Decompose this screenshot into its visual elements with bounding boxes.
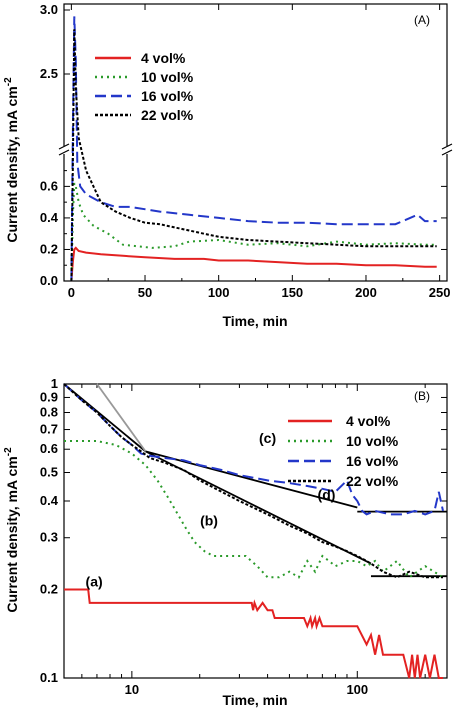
panel-a-y-tick-label: 0.0: [40, 273, 58, 288]
panel-a-legend: 4 vol% 10 vol% 16 vol% 22 vol%: [95, 50, 194, 123]
panel-a-axis-break-mark: [58, 149, 70, 156]
panel-b-y-tick-label: 0.9: [40, 389, 58, 404]
legend-label-10-vol: 10 vol%: [346, 433, 399, 449]
panel-a-y-axis-label: Current density, mA cm-2: [3, 77, 20, 243]
panel-a-axis-break-mark: [58, 143, 70, 150]
panel-a-axis-break-mark: [441, 143, 453, 150]
series-line-22-vol: [70, 29, 437, 282]
panel-b-y-tick-label: 0.4: [40, 493, 59, 508]
panel-a-x-tick-label: 50: [138, 285, 152, 300]
panel-b-y-axis-label-main: Current density, mA cm: [4, 456, 20, 612]
legend-label-16-vol: 16 vol%: [141, 88, 194, 104]
panel-b-ticks: 10 100 0.1 0.2 0.3 0.4 0.5 0.6 0.7 0.80.91: [40, 376, 447, 697]
panel-a-axis-break-gap: [61, 146, 67, 154]
panel-a-axis-break-mark: [441, 149, 453, 156]
panel-b-label: (B): [414, 389, 430, 403]
annotation-a: (a): [86, 573, 103, 589]
panel-b-frame: [63, 383, 448, 679]
panel-b-legend: 4 vol% 10 vol% 16 vol% 22 vol%: [288, 413, 399, 489]
series-line-16-vol: [70, 16, 437, 282]
panel-b-x-axis-label: Time, min: [222, 692, 287, 708]
panel-b-annotations: (a) (b) (c) (d): [86, 430, 336, 589]
panel-b-y-tick-label: 0.3: [40, 530, 58, 545]
panel-a-axis-break-gap: [444, 146, 450, 154]
series-line-10-vol: [70, 182, 437, 282]
legend-label-16-vol: 16 vol%: [346, 453, 399, 469]
panel-a-y-tick-label: 0.6: [40, 178, 58, 193]
panel-a-x-tick-label: 250: [429, 285, 451, 300]
panel-a-y-axis-label-main: Current density, mA cm: [4, 86, 20, 242]
panel-b-y-tick-label: 0.2: [40, 581, 58, 596]
panel-a-label: (A): [414, 13, 430, 27]
series-line-4-vol: [70, 246, 437, 282]
panel-a: (A) Time, min Current density, mA cm-2 0…: [3, 2, 453, 329]
fit-line: [96, 383, 147, 452]
panel-b-y-tick-label: 0.7: [40, 422, 58, 437]
panel-b-y-tick-label: 0.8: [40, 404, 58, 419]
panel-a-x-axis-label: Time, min: [222, 313, 287, 329]
series-line-22-vol: [63, 383, 443, 579]
panel-a-series: [70, 16, 437, 282]
panel-a-y-tick-label: 0.4: [40, 210, 59, 225]
panel-b-y-axis-label-sup: -2: [3, 447, 14, 456]
annotation-c: (c): [259, 430, 276, 446]
legend-label-10-vol: 10 vol%: [141, 69, 194, 85]
series-line-16-vol: [63, 383, 444, 516]
annotation-b: (b): [200, 513, 218, 529]
panel-b-x-tick-label: 10: [125, 682, 139, 697]
panel-b-y-tick-label: 0.6: [40, 441, 58, 456]
panel-a-x-tick-label: 100: [208, 285, 230, 300]
panel-a-x-tick-label: 0: [68, 285, 75, 300]
annotation-d: (d): [318, 486, 336, 502]
panel-b-y-axis-label: Current density, mA cm-2: [3, 447, 20, 613]
legend-label-4-vol: 4 vol%: [346, 413, 391, 429]
panel-a-ticks: 0 50 100 150 200 250 0.0 0.2 0.4 0.6 2.5 3.0: [40, 2, 453, 300]
series-line-10-vol: [64, 440, 444, 579]
panel-a-x-tick-label: 200: [355, 285, 377, 300]
panel-a-y-axis-label-sup: -2: [3, 77, 14, 86]
panel-a-y-tick-label-upper: 3.0: [40, 2, 58, 17]
legend-label-4-vol: 4 vol%: [141, 50, 186, 66]
panel-a-x-tick-label: 150: [281, 285, 303, 300]
series-line-4-vol: [64, 588, 443, 679]
panel-b: (B) Time, min Current density, mA cm-2 1…: [3, 376, 448, 708]
panel-a-y-tick-label-upper: 2.5: [40, 66, 58, 81]
panel-a-y-tick-label: 0.2: [40, 241, 58, 256]
panel-b-series: [63, 383, 447, 679]
panel-b-x-tick-label: 100: [346, 682, 368, 697]
panel-b-y-tick-label: 1: [51, 376, 58, 391]
legend-label-22-vol: 22 vol%: [346, 473, 399, 489]
panel-b-y-tick-label: 0.1: [40, 670, 58, 685]
panel-b-y-tick-label: 0.5: [40, 465, 58, 480]
legend-label-22-vol: 22 vol%: [141, 107, 194, 123]
